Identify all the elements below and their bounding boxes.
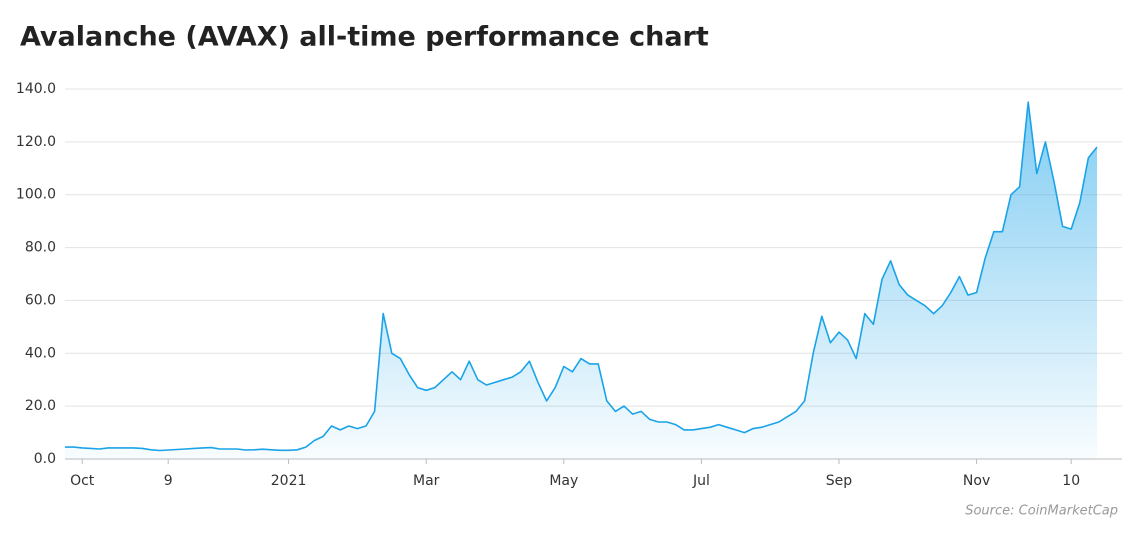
y-tick-label: 60.0 bbox=[25, 292, 56, 308]
x-tick-label: May bbox=[549, 473, 578, 489]
y-tick-label: 80.0 bbox=[25, 240, 56, 256]
x-tick-label: Jul bbox=[692, 473, 710, 489]
source: Source: CoinMarketCap bbox=[965, 504, 1118, 519]
y-tick-label: 0.0 bbox=[34, 451, 56, 467]
x-tick-label: Sep bbox=[826, 473, 853, 489]
x-tick-label: Mar bbox=[413, 473, 440, 489]
x-tick-label: 9 bbox=[164, 473, 173, 489]
y-tick-label: 40.0 bbox=[25, 345, 56, 361]
y-tick-label: 140.0 bbox=[16, 81, 56, 97]
y-tick-label: 100.0 bbox=[16, 187, 56, 203]
y-tick-label: 20.0 bbox=[25, 398, 56, 414]
chart-title: Avalanche (AVAX) all-time performance ch… bbox=[20, 22, 709, 53]
x-tick-label: 2021 bbox=[271, 473, 307, 489]
x-tick-label: 10 bbox=[1062, 473, 1080, 489]
x-tick-label: Oct bbox=[70, 473, 95, 489]
area-fill bbox=[65, 102, 1097, 459]
y-tick-label: 120.0 bbox=[16, 134, 56, 150]
x-tick-label: Nov bbox=[963, 473, 990, 489]
price-line bbox=[65, 101, 1098, 452]
